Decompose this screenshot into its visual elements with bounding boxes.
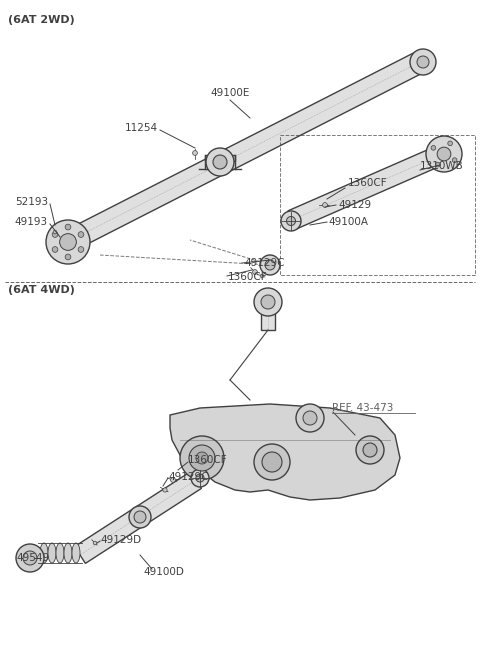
Circle shape xyxy=(46,220,90,264)
Circle shape xyxy=(170,478,175,482)
Text: 49129D: 49129D xyxy=(100,535,141,545)
Circle shape xyxy=(78,232,84,237)
Circle shape xyxy=(252,270,257,274)
Circle shape xyxy=(129,506,151,528)
Circle shape xyxy=(180,436,224,480)
Circle shape xyxy=(426,136,462,172)
Ellipse shape xyxy=(72,543,80,563)
Text: 49129C: 49129C xyxy=(244,258,285,268)
Circle shape xyxy=(303,411,317,425)
Circle shape xyxy=(431,146,436,150)
Circle shape xyxy=(265,260,275,270)
Circle shape xyxy=(254,444,290,480)
Circle shape xyxy=(196,474,204,482)
Circle shape xyxy=(65,224,71,230)
Text: 1360CF: 1360CF xyxy=(348,178,388,188)
Text: 11254: 11254 xyxy=(125,123,158,133)
Polygon shape xyxy=(261,312,275,330)
Text: (6AT 2WD): (6AT 2WD) xyxy=(8,15,75,25)
Ellipse shape xyxy=(64,543,72,563)
Polygon shape xyxy=(288,148,440,229)
Circle shape xyxy=(323,203,327,207)
Text: 52193: 52193 xyxy=(15,197,48,207)
Circle shape xyxy=(78,247,84,253)
Circle shape xyxy=(260,274,264,277)
Circle shape xyxy=(196,452,208,464)
Circle shape xyxy=(93,541,97,544)
Ellipse shape xyxy=(56,543,64,563)
Circle shape xyxy=(262,452,282,472)
Circle shape xyxy=(189,445,215,471)
Text: 49129C: 49129C xyxy=(168,472,208,482)
Circle shape xyxy=(134,511,146,523)
Circle shape xyxy=(52,232,58,237)
FancyBboxPatch shape xyxy=(204,155,235,161)
Circle shape xyxy=(281,211,301,231)
Circle shape xyxy=(16,544,44,572)
Circle shape xyxy=(53,230,57,234)
Circle shape xyxy=(287,216,296,226)
Text: 49549: 49549 xyxy=(16,553,49,563)
Polygon shape xyxy=(170,404,400,500)
Circle shape xyxy=(23,551,37,565)
Circle shape xyxy=(437,147,451,161)
Circle shape xyxy=(260,255,280,275)
Circle shape xyxy=(60,234,76,251)
Polygon shape xyxy=(74,472,202,564)
Circle shape xyxy=(261,295,275,309)
Circle shape xyxy=(213,155,227,169)
Text: 49100D: 49100D xyxy=(143,567,184,577)
Circle shape xyxy=(435,162,440,167)
Circle shape xyxy=(452,158,457,163)
Circle shape xyxy=(363,443,377,457)
Text: 1310WB: 1310WB xyxy=(420,161,464,171)
Circle shape xyxy=(191,469,209,487)
Circle shape xyxy=(417,56,429,68)
Text: (6AT 4WD): (6AT 4WD) xyxy=(8,285,75,295)
Text: 49193: 49193 xyxy=(15,217,48,227)
Ellipse shape xyxy=(48,543,56,563)
Text: 49100A: 49100A xyxy=(328,217,368,227)
Circle shape xyxy=(206,148,234,176)
Text: 49129: 49129 xyxy=(338,200,371,210)
Circle shape xyxy=(410,49,436,75)
Ellipse shape xyxy=(40,543,48,563)
Circle shape xyxy=(65,254,71,260)
Text: 1360CF: 1360CF xyxy=(228,272,268,282)
Circle shape xyxy=(52,247,58,253)
Text: 1360CF: 1360CF xyxy=(188,455,228,465)
Circle shape xyxy=(254,288,282,316)
Circle shape xyxy=(163,488,167,492)
Circle shape xyxy=(448,141,453,146)
Text: REF. 43-473: REF. 43-473 xyxy=(332,403,394,413)
Polygon shape xyxy=(70,52,425,248)
Circle shape xyxy=(192,151,197,155)
Circle shape xyxy=(296,404,324,432)
Text: 49100E: 49100E xyxy=(210,88,250,98)
Circle shape xyxy=(356,436,384,464)
